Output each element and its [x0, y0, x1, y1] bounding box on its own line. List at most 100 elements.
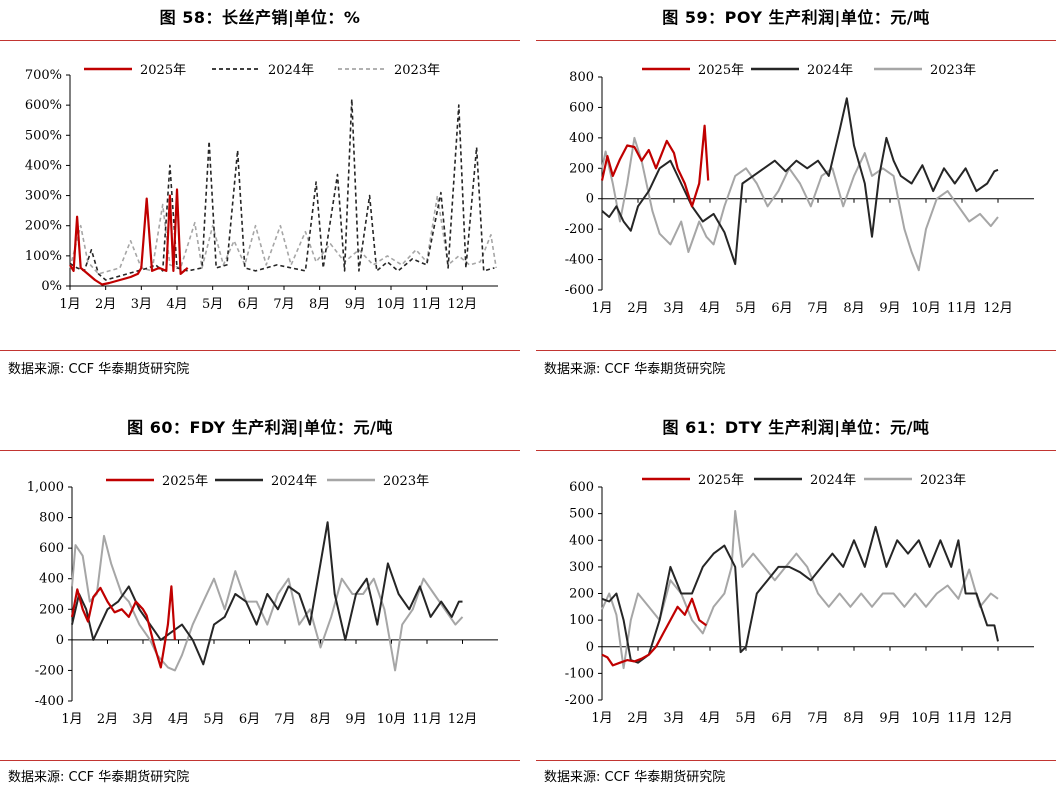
source-label: 数据来源: CCF 华泰期货研究院 — [8, 362, 190, 377]
source-label: 数据来源: CCF 华泰期货研究院 — [544, 770, 726, 785]
y-tick-label: -200 — [565, 693, 594, 708]
legend-label: 2024年 — [810, 473, 856, 488]
x-tick-label: 7月 — [807, 711, 828, 726]
x-tick-label: 4月 — [699, 301, 720, 316]
series-line-2024 — [69, 98, 495, 281]
chart-59-svg: -600 -400 -200 0 200 400 600 800 1月 2月 3月 4月 5月 6月 7月 8… — [565, 63, 1034, 316]
series-line-2023 — [601, 136, 999, 272]
y-tick-label: 500% — [25, 128, 62, 143]
chart-title: 图 60：FDY 生产利润|单位：元/吨 — [127, 418, 393, 437]
legend-label: 2025年 — [140, 63, 186, 78]
panel-58: 图 58：长丝产销|单位：% 0% 100% 200% 300% 400% 500% 600… — [0, 0, 520, 378]
series-line-2023 — [71, 534, 464, 672]
legend-label: 2024年 — [807, 63, 853, 78]
x-tick-label: 10月 — [911, 301, 941, 316]
x-tick-label: 7月 — [274, 712, 295, 727]
legend-label: 2023年 — [383, 474, 429, 489]
y-tick-label: 1,000 — [27, 480, 64, 495]
panel-61: 图 61：DTY 生产利润|单位：元/吨 -200 -100 0 100 200 300 4… — [536, 410, 1056, 788]
x-tick-label: 2月 — [627, 301, 648, 316]
source-rule — [0, 760, 520, 761]
y-tick-label: 600% — [25, 98, 62, 113]
series-line-2025 — [70, 585, 176, 669]
y-tick-label: 700% — [25, 68, 62, 83]
source-rule — [536, 350, 1056, 351]
y-tick-label: 500 — [569, 507, 594, 522]
chart-61-svg: -200 -100 0 100 200 300 400 500 600 1月 2月 3月 4月 5月 6月 7… — [565, 473, 1034, 726]
x-tick-label: 11月 — [412, 712, 442, 727]
y-tick-label: 600 — [39, 541, 64, 556]
x-tick-label: 7月 — [273, 297, 294, 312]
x-tick-label: 12月 — [448, 712, 478, 727]
y-tick-label: 400% — [25, 158, 62, 173]
series-line-2025 — [600, 124, 710, 208]
x-tick-label: 3月 — [663, 301, 684, 316]
y-tick-label: 0% — [41, 279, 62, 294]
chart-title: 图 58：长丝产销|单位：% — [159, 8, 361, 27]
series-line-2024 — [71, 521, 463, 666]
series-line-2025 — [69, 188, 189, 286]
x-tick-label: 2月 — [97, 712, 118, 727]
y-tick-label: 800 — [569, 70, 594, 85]
x-tick-label: 3月 — [131, 297, 152, 312]
y-tick-label: 300% — [25, 189, 62, 204]
y-tick-label: 600 — [569, 480, 594, 495]
legend-label: 2023年 — [920, 473, 966, 488]
y-tick-label: 800 — [39, 511, 64, 526]
title-rule — [536, 450, 1056, 451]
y-tick-label: 400 — [39, 572, 64, 587]
y-tick-label: 0 — [586, 192, 594, 207]
x-tick-label: 5月 — [735, 711, 756, 726]
x-tick-label: 8月 — [843, 711, 864, 726]
x-tick-label: 4月 — [166, 297, 187, 312]
series-line-2024 — [601, 97, 999, 266]
x-tick-label: 7月 — [807, 301, 828, 316]
x-tick-label: 6月 — [771, 711, 792, 726]
x-tick-label: 4月 — [699, 711, 720, 726]
x-tick-label: 10月 — [377, 712, 407, 727]
legend-label: 2023年 — [930, 63, 976, 78]
y-tick-label: 200 — [569, 161, 594, 176]
y-tick-label: 100% — [25, 249, 62, 264]
x-tick-label: 12月 — [983, 301, 1013, 316]
panel-60: 图 60：FDY 生产利润|单位：元/吨 -400 -200 0 200 400 600 8… — [0, 410, 520, 788]
x-tick-label: 6月 — [238, 297, 259, 312]
x-tick-label: 9月 — [879, 711, 900, 726]
legend-label: 2024年 — [271, 474, 317, 489]
y-tick-label: 200% — [25, 219, 62, 234]
y-tick-label: 400 — [569, 131, 594, 146]
series-line-2024 — [601, 525, 999, 664]
x-tick-label: 1月 — [591, 301, 612, 316]
series-line-2023 — [601, 510, 999, 670]
x-tick-label: 6月 — [771, 301, 792, 316]
source-rule — [0, 350, 520, 351]
y-tick-label: 200 — [569, 587, 594, 602]
title-rule — [0, 450, 520, 451]
x-tick-label: 9月 — [879, 301, 900, 316]
source-label: 数据来源: CCF 华泰期货研究院 — [8, 770, 190, 785]
x-tick-label: 1月 — [61, 712, 82, 727]
chart-title: 图 61：DTY 生产利润|单位：元/吨 — [662, 418, 930, 437]
source-label: 数据来源: CCF 华泰期货研究院 — [544, 362, 726, 377]
panel-59: 图 59：POY 生产利润|单位：元/吨 -600 -400 -200 0 200 400… — [536, 0, 1056, 378]
x-tick-label: 11月 — [947, 711, 977, 726]
x-tick-label: 3月 — [663, 711, 684, 726]
series-line-2023 — [69, 194, 497, 275]
y-tick-label: 0 — [586, 640, 594, 655]
legend-label: 2025年 — [162, 474, 208, 489]
y-tick-label: 300 — [569, 560, 594, 575]
legend-label: 2025年 — [698, 473, 744, 488]
x-tick-label: 8月 — [309, 297, 330, 312]
legend-label: 2024年 — [268, 63, 314, 78]
y-tick-label: 200 — [39, 602, 64, 617]
chart-60-svg: -400 -200 0 200 400 600 800 1,000 1月 2月 3月 4月 5月 6月 7月… — [27, 474, 498, 727]
x-tick-label: 4月 — [168, 712, 189, 727]
legend-label: 2023年 — [394, 63, 440, 78]
x-tick-label: 11月 — [947, 301, 977, 316]
x-tick-label: 5月 — [735, 301, 756, 316]
legend-label: 2025年 — [698, 63, 744, 78]
y-tick-label: -200 — [35, 663, 64, 678]
x-tick-label: 1月 — [59, 297, 80, 312]
y-tick-label: -400 — [565, 253, 594, 268]
x-tick-label: 8月 — [843, 301, 864, 316]
